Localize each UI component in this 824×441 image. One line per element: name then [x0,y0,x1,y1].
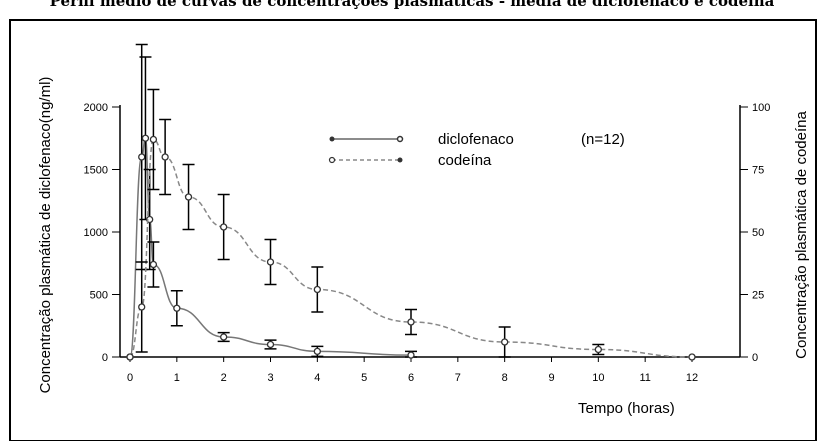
x-tick-label-1: 1 [174,372,180,384]
series-1-point-5 [220,223,228,231]
x-axis-label: Tempo (horas) [578,400,675,417]
series-0-point-6 [220,333,228,341]
series-1-point-9 [501,338,509,346]
series-0-point-1 [138,153,146,161]
x-tick-label-6: 6 [408,372,414,384]
legend-marker-codeina-end [397,157,403,163]
legend-marker-diclofenaco [329,136,335,142]
series-1-point-6 [266,258,275,266]
series-1-point-3 [161,153,169,161]
x-tick-label-5: 5 [361,372,367,384]
series-1-point-4 [184,193,193,201]
x-tick-label-11: 11 [639,372,650,384]
series-0-point-9 [407,351,415,359]
y-left-tick-label-2: 1000 [84,227,108,239]
legend-label-diclofenaco: diclofenaco [438,131,514,148]
legend-label-codeina: codeína [438,152,492,169]
series-1-point-10 [594,345,602,354]
series-1-point-11 [688,353,696,361]
x-tick-label-2: 2 [221,372,227,384]
series-1-point-1 [138,303,146,311]
series-0-point-4 [149,260,158,269]
x-tick-label-3: 3 [267,372,273,384]
x-tick-label-12: 12 [686,372,698,384]
x-tick-label-8: 8 [502,372,508,384]
y-axis-left-label: Concentração plasmática de diclofenaco(n… [37,77,54,394]
chart-border [9,19,817,441]
series-0-point-5 [173,304,181,312]
series-1-point-2 [149,135,158,144]
legend-marker-diclofenaco-end [396,135,404,143]
x-tick-label-4: 4 [314,372,320,384]
y-right-tick-label-1: 25 [752,290,764,302]
plot-area: 0 1 2 3 4 5 6 7 8 9 10 11 12050010001500200002550751… [84,43,770,384]
legend-note: (n=12) [581,131,625,148]
y-left-tick-label-4: 2000 [84,102,108,114]
y-right-tick-label-4: 100 [752,102,770,114]
x-tick-label-9: 9 [548,372,554,384]
series-1-point-8 [407,318,415,326]
y-left-tick-label-0: 0 [102,352,108,364]
y-right-tick-label-2: 50 [752,227,764,239]
series-line-1 [129,138,693,358]
y-right-tick-label-0: 0 [752,352,758,364]
y-left-tick-label-3: 1500 [84,165,108,177]
series-1-point-7 [313,285,321,294]
legend: diclofenaco (n=12) codeína [328,131,625,169]
y-right-tick-label-3: 75 [752,165,764,177]
series-0-point-8 [313,347,321,356]
x-tick-label-7: 7 [455,372,461,384]
x-tick-label-10: 10 [592,372,604,384]
series-1-point-0 [126,353,134,361]
y-axis-right-label: Concentração plasmática de codeína [793,111,810,359]
chart-title: Perfil médio de curvas de concentrações … [50,0,775,10]
legend-marker-codeina [328,156,336,164]
y-left-tick-label-1: 500 [90,290,108,302]
x-tick-label-0: 0 [127,372,133,384]
series-0-point-2 [141,134,150,142]
series-0-point-7 [266,340,275,349]
